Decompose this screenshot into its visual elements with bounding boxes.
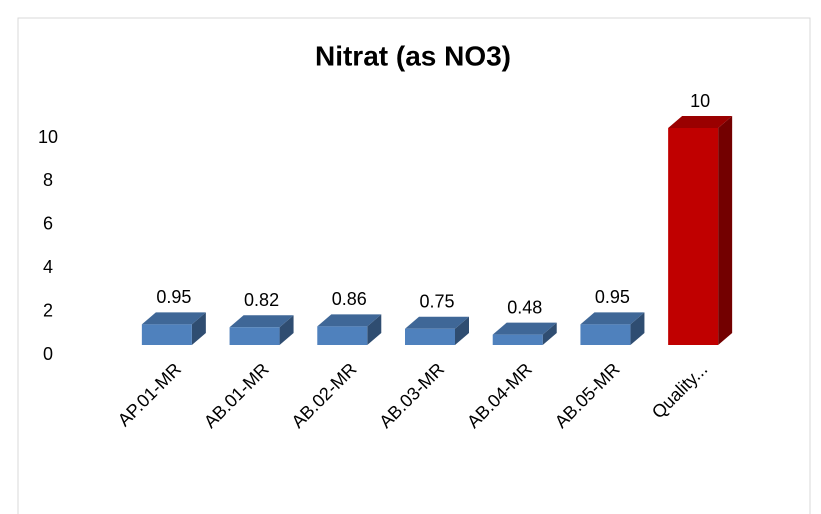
bar-side bbox=[191, 312, 206, 345]
data-label: 0.86 bbox=[332, 289, 367, 309]
y-tick-label: 8 bbox=[43, 170, 53, 190]
bar bbox=[141, 312, 206, 345]
bar bbox=[317, 314, 382, 345]
bar-front bbox=[492, 334, 543, 345]
bar-side bbox=[279, 315, 294, 345]
bar-side bbox=[718, 116, 733, 345]
data-label: 0.75 bbox=[419, 291, 454, 311]
bar-top bbox=[405, 316, 469, 329]
chart-title: Nitrat (as NO3) bbox=[315, 40, 511, 71]
y-tick-label: 4 bbox=[43, 257, 53, 277]
bar-front bbox=[668, 128, 719, 345]
y-tick-label: 2 bbox=[43, 300, 53, 320]
bar-side bbox=[367, 314, 382, 345]
bar-top bbox=[580, 312, 645, 325]
bar bbox=[668, 116, 733, 345]
bar bbox=[580, 312, 645, 345]
bar-top bbox=[492, 322, 557, 335]
bar bbox=[492, 322, 557, 345]
bar-top bbox=[141, 312, 206, 325]
data-label: 10 bbox=[690, 91, 710, 111]
bar-side bbox=[542, 322, 557, 345]
bar-top bbox=[229, 315, 294, 328]
bar-side bbox=[455, 316, 469, 345]
data-label: 0.95 bbox=[156, 287, 191, 307]
bar-top bbox=[668, 116, 733, 128]
bar-front bbox=[580, 324, 631, 345]
bar-front bbox=[141, 324, 192, 345]
bar-top bbox=[317, 314, 382, 327]
data-label: 0.95 bbox=[595, 287, 630, 307]
data-label: 0.48 bbox=[507, 297, 542, 317]
bar-front bbox=[229, 327, 280, 345]
bar bbox=[229, 315, 294, 345]
y-tick-label: 10 bbox=[38, 127, 58, 147]
data-label: 0.82 bbox=[244, 290, 279, 310]
bar bbox=[405, 316, 469, 345]
bar-front bbox=[317, 326, 368, 345]
y-tick-label: 0 bbox=[43, 344, 53, 364]
bar-front bbox=[405, 328, 455, 345]
bar-side bbox=[630, 312, 645, 345]
y-tick-label: 6 bbox=[43, 214, 53, 234]
